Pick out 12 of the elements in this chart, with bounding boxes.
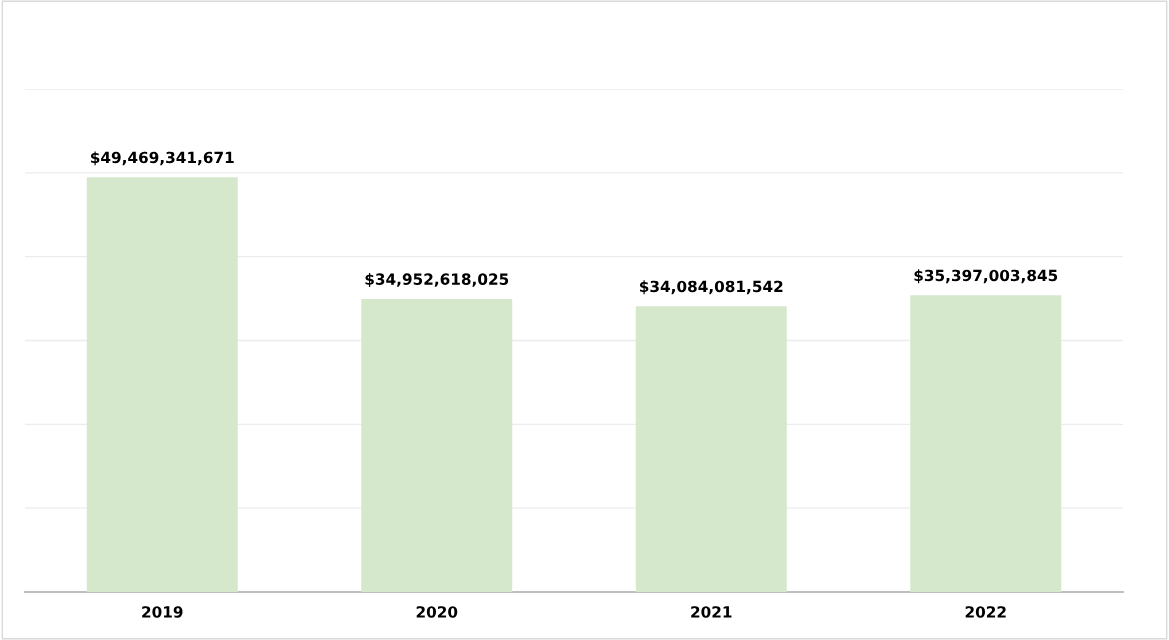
- data-label: $35,397,003,845: [914, 269, 1058, 284]
- bar: [910, 295, 1062, 592]
- bar: [86, 177, 238, 592]
- data-label: $34,084,081,542: [639, 280, 783, 295]
- bar: [361, 298, 513, 592]
- x-tick-label: 2021: [691, 606, 732, 618]
- bar: [635, 306, 787, 592]
- x-tick-label: 2019: [142, 606, 183, 618]
- x-tick-label: 2022: [965, 606, 1006, 618]
- data-label: $34,952,618,025: [365, 273, 509, 287]
- data-label: $49,469,341,671: [90, 151, 234, 166]
- x-tick-label: 2020: [416, 606, 458, 618]
